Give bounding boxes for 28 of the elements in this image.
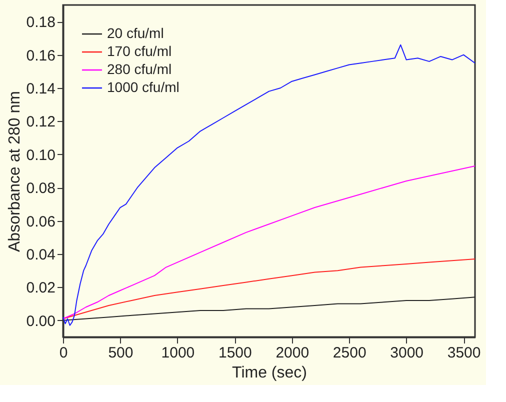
- y-tick-label: 0.02: [26, 280, 56, 297]
- line-series: [62, 166, 476, 320]
- x-axis-title: Time (sec): [232, 364, 307, 382]
- y-tick-label: 0.06: [26, 213, 56, 230]
- x-tick-label: 3000: [390, 344, 424, 362]
- y-tick-label: 0.16: [26, 47, 56, 64]
- x-tick-label: 1500: [218, 344, 252, 362]
- y-tick-label: 0.10: [26, 146, 56, 164]
- y-tick-label: 0.18: [26, 14, 56, 32]
- x-tick-label: 1000: [161, 344, 195, 362]
- legend-label: 170 cfu/ml: [107, 43, 172, 59]
- legend-label: 1000 cfu/ml: [107, 79, 180, 95]
- y-tick-label: 0.12: [26, 114, 56, 131]
- y-tick-label: 0.08: [26, 180, 56, 198]
- y-tick-label: 0.00: [26, 312, 56, 330]
- x-tick-label: 0: [59, 344, 68, 362]
- legend-label: 280 cfu/ml: [107, 61, 172, 77]
- x-tick-label: 500: [108, 344, 134, 362]
- line-series: [62, 44, 476, 326]
- y-axis-title: Absorbance at 280 nm: [6, 91, 24, 252]
- legend-label: 20 cfu/ml: [107, 25, 164, 41]
- line-series: [62, 296, 476, 321]
- x-tick-label: 2500: [332, 344, 366, 362]
- x-tick-label: 2000: [276, 344, 310, 362]
- line-series: [62, 258, 476, 320]
- y-tick-label: 0.04: [26, 246, 56, 264]
- x-tick-label: 3500: [447, 344, 481, 362]
- y-tick-label: 0.14: [26, 80, 56, 98]
